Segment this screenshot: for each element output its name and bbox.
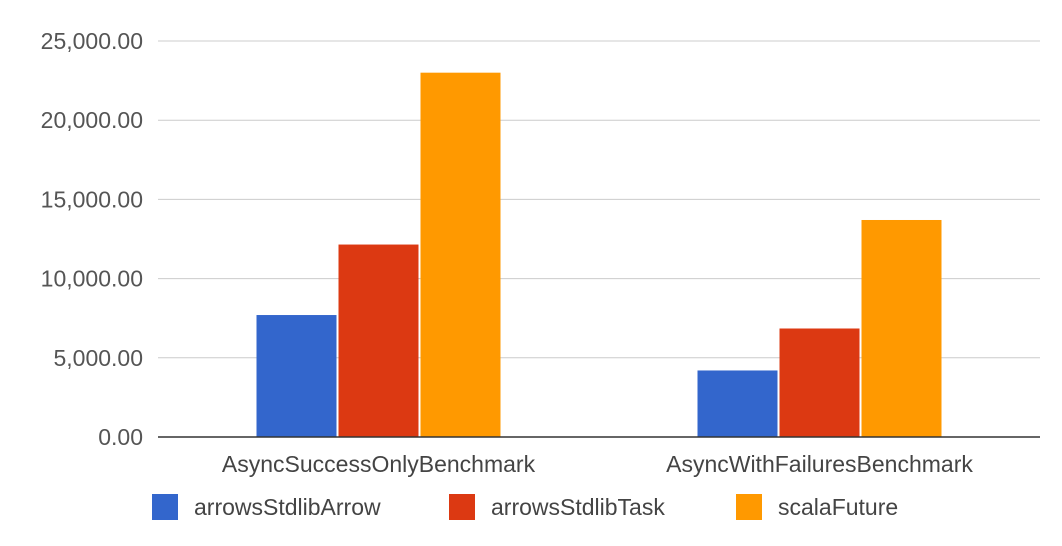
legend-swatch-arrowsStdlibArrow	[152, 494, 178, 520]
bar-arrowsStdlibTask-AsyncSuccessOnlyBenchmark	[338, 244, 419, 437]
legend-label-scalaFuture: scalaFuture	[778, 494, 898, 520]
legend-label-arrowsStdlibArrow: arrowsStdlibArrow	[194, 494, 381, 520]
legend-swatch-scalaFuture	[736, 494, 762, 520]
bar-arrowsStdlibArrow-AsyncWithFailuresBenchmark	[697, 370, 778, 437]
x-category-label: AsyncWithFailuresBenchmark	[666, 451, 973, 477]
bar-scalaFuture-AsyncWithFailuresBenchmark	[861, 219, 942, 437]
bar-arrowsStdlibTask-AsyncWithFailuresBenchmark	[779, 328, 860, 437]
y-tick-label: 15,000.00	[41, 186, 143, 212]
y-tick-label: 0.00	[98, 424, 143, 450]
legend-label-arrowsStdlibTask: arrowsStdlibTask	[491, 494, 665, 520]
y-tick-label: 10,000.00	[41, 266, 143, 292]
y-axis-tick-labels: 0.00 5,000.00 10,000.00 15,000.00 20,000.00 2…	[41, 28, 143, 450]
x-category-label: AsyncSuccessOnlyBenchmark	[222, 451, 536, 477]
bar-scalaFuture-AsyncSuccessOnlyBenchmark	[420, 72, 501, 438]
x-axis-category-labels: AsyncSuccessOnlyBenchmark AsyncWithFailur…	[222, 451, 973, 477]
y-tick-label: 25,000.00	[41, 28, 143, 54]
y-tick-label: 20,000.00	[41, 107, 143, 133]
bars	[256, 72, 942, 438]
legend-swatch-arrowsStdlibTask	[449, 494, 475, 520]
y-tick-label: 5,000.00	[53, 345, 143, 371]
bar-arrowsStdlibArrow-AsyncSuccessOnlyBenchmark	[256, 315, 337, 437]
legend: arrowsStdlibArrow arrowsStdlibTask scalaFu…	[152, 494, 898, 520]
